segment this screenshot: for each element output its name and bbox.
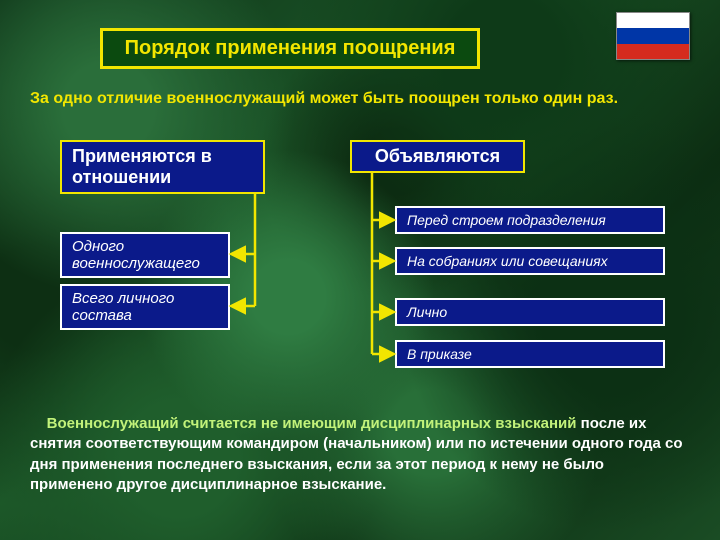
flag-stripe-blue: [617, 28, 689, 43]
russia-flag: [616, 12, 690, 60]
left-item-0: Одного военнослужащего: [60, 232, 230, 278]
slide-title: Порядок применения поощрения: [100, 28, 480, 69]
subtitle-text: За одно отличие военнослужащий может быт…: [30, 90, 690, 108]
right-item-0: Перед строем подразделения: [395, 206, 665, 234]
right-item-2: Лично: [395, 298, 665, 326]
bottom-paragraph: Военнослужащий считается не имеющим дисц…: [30, 414, 690, 495]
left-item-1: Всего личного состава: [60, 284, 230, 330]
bottom-lead: Военнослужащий считается не имеющим дисц…: [47, 415, 577, 432]
flag-stripe-white: [617, 13, 689, 28]
right-item-3: В приказе: [395, 340, 665, 368]
flag-stripe-red: [617, 44, 689, 59]
left-head-box: Применяются в отношении: [60, 140, 265, 194]
right-item-1: На собраниях или совещаниях: [395, 247, 665, 275]
right-head-box: Объявляются: [350, 140, 525, 173]
